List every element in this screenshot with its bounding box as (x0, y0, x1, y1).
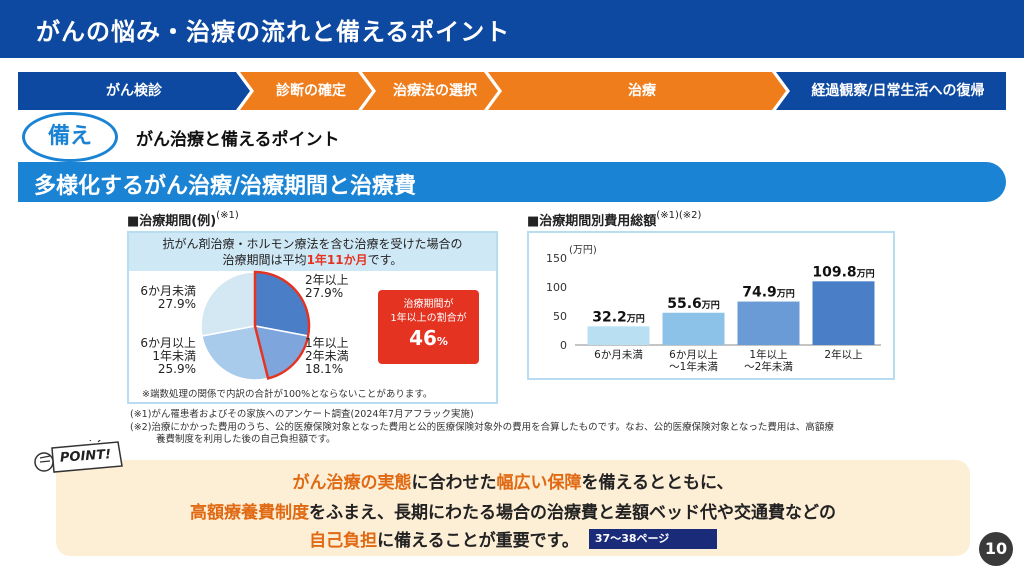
bar-value-label-0: 32.2万円 (592, 309, 645, 325)
section-title: 多様化するがん治療/治療期間と治療費 (34, 174, 417, 199)
period-line2-pre: 治療期間は平均 (222, 253, 307, 267)
page-reference-link[interactable]: 37〜38ページ (588, 529, 717, 549)
cost-box: (万円) 0 50 100 150 32.2万円 6か月未満 55.6万円 6か月以上 〜1年未満… (527, 231, 895, 380)
pie-label-1y-2y-line1: 1年以上 (305, 336, 349, 350)
flow-step-5-shape (776, 72, 1006, 110)
pie-label-6m-1y-line1: 6か月以上 (140, 336, 196, 350)
pie-label-6m-1y-line2: 1年未満 (152, 349, 196, 363)
bar-y-tick-0: 0 (560, 339, 567, 352)
pie-label-under-6m: 6か月未満 27.9% (130, 285, 196, 311)
flow-step-2-shape (240, 72, 372, 110)
bar-category-1-0: 6か月以上 (669, 349, 718, 361)
pie-slice-2 (201, 325, 270, 381)
point-line-3: 自己負担に備えることが重要です。 37〜38ページ (56, 526, 970, 551)
sonae-badge: 備え (22, 112, 118, 162)
pie-label-2y: 2年以上 27.9% (305, 274, 349, 300)
process-flow-arrows (18, 72, 1006, 110)
bar-value-label-2: 74.9万円 (742, 285, 795, 301)
period-box: 抗がん剤治療・ホルモン療法を含む治療を受けた場合の 治療期間は平均1年11か月で… (127, 231, 498, 404)
point-box: がん治療の実態に合わせた幅広い保障を備えるとともに、 高額療養費制度をふまえ、長… (56, 460, 970, 556)
section-bar: 多様化するがん治療/治療期間と治療費 (18, 162, 1006, 202)
pie-label-6m-1y-line3: 25.9% (157, 362, 196, 376)
pie-highlight-outline (253, 270, 311, 380)
period-box-header: 抗がん剤治療・ホルモン療法を含む治療を受けた場合の 治療期間は平均1年11か月で… (129, 233, 496, 271)
callout-value-unit: % (436, 335, 448, 348)
pie-label-1y-2y: 1年以上 2年未満 18.1% (305, 337, 349, 376)
bar-3 (812, 281, 875, 345)
pie-label-6m-1y: 6か月以上 1年未満 25.9% (130, 337, 196, 376)
bar-category-3-0: 2年以上 (824, 348, 862, 361)
bar-1 (662, 312, 725, 345)
pie-rounding-note: ※端数処理の関係で内訳の合計が100%とならないことがあります。 (142, 389, 433, 400)
period-pie-chart (200, 270, 311, 381)
point-text-2a: をふまえ、長期にわたる場合の治療費と差額ベッド代や交通費などの (309, 503, 836, 523)
flow-step-4-shape (488, 72, 786, 110)
point-badge: POINT! (30, 440, 124, 476)
bar-value-label-3: 109.8万円 (812, 264, 874, 280)
pie-label-2y-line1: 2年以上 (305, 273, 349, 287)
period-heading: ■治療期間(例)(※1) (127, 210, 239, 229)
point-em-coverage: 幅広い保障 (496, 473, 582, 493)
pie-label-1y-2y-line2: 2年未満 (305, 349, 349, 363)
page-number: 10 (979, 532, 1013, 566)
point-text-1a: に合わせた (411, 473, 497, 493)
hand-icon-finger (39, 455, 51, 463)
bar-y-tick-3: 150 (546, 252, 567, 265)
point-text-1b: を備えるとともに、 (581, 473, 734, 493)
bar-y-unit: (万円) (569, 245, 597, 256)
pie-label-2y-line2: 27.9% (305, 286, 344, 300)
flow-step-follow-up: 経過観察/日常生活への復帰 (811, 83, 985, 99)
point-text-3a: に備えることが重要です。 (377, 531, 579, 551)
bar-category-2-0: 1年以上 (749, 348, 787, 361)
callout-line2: 1年以上の割合が (390, 313, 467, 324)
sonae-title: がん治療と備えるポイント (136, 130, 340, 150)
pie-slice-3 (200, 271, 256, 337)
period-average-highlight: 1年11か月 (306, 253, 368, 267)
pie-label-under-6m-line2: 27.9% (157, 297, 196, 311)
footnote-2-line1: (※2)治療にかかった費用のうち、公的医療保険対象となった費用と公的医療保険対象… (130, 422, 834, 433)
cost-heading: ■治療期間別費用総額(※1)(※2) (527, 210, 701, 229)
callout-line1: 治療期間が (403, 299, 454, 310)
point-line-1: がん治療の実態に合わせた幅広い保障を備えるとともに、 (56, 468, 970, 493)
period-box-line1: 抗がん剤治療・ホルモン療法を含む治療を受けた場合の (162, 237, 463, 251)
callout-value-number: 46 (409, 326, 437, 350)
point-em-high-cost: 高額療養費制度 (190, 503, 309, 523)
sparkle-icon (89, 440, 101, 443)
cost-heading-text: ■治療期間別費用総額 (527, 214, 657, 229)
page-title: がんの悩み・治療の流れと備えるポイント (36, 18, 511, 46)
cost-heading-note: (※1)(※2) (656, 210, 702, 221)
bar-value-label-1: 55.6万円 (667, 296, 720, 312)
flow-step-screening: がん検診 (106, 83, 162, 99)
callout-value: 46% (378, 326, 479, 354)
flow-step-diagnosis: 診断の確定 (276, 83, 346, 99)
bar-category-1-1: 〜1年未満 (669, 360, 718, 373)
bar-2 (737, 301, 800, 345)
pie-slice-0 (254, 271, 310, 337)
pie-label-1y-2y-line3: 18.1% (305, 362, 344, 376)
period-heading-text: ■治療期間(例) (127, 214, 217, 229)
cost-bar-chart: (万円) 0 50 100 150 32.2万円 6か月未満 55.6万円 6か月以上〜1年未満… (546, 245, 881, 373)
flow-step-3-shape (362, 72, 498, 110)
title-bar: がんの悩み・治療の流れと備えるポイント (0, 0, 1024, 58)
long-treatment-callout: 治療期間が 1年以上の割合が 46% (378, 290, 479, 364)
point-line-2: 高額療養費制度をふまえ、長期にわたる場合の治療費と差額ベッド代や交通費などの (56, 498, 970, 523)
period-box-line2: 治療期間は平均1年11か月です。 (129, 252, 496, 268)
flow-step-treatment-choice: 治療法の選択 (393, 83, 477, 99)
bar-y-tick-1: 50 (553, 310, 567, 323)
flow-step-treatment: 治療 (628, 83, 656, 99)
point-em-self-pay: 自己負担 (309, 531, 378, 551)
bar-y-tick-2: 100 (546, 281, 567, 294)
point-em-actual: がん治療の実態 (292, 473, 412, 493)
period-heading-note: (※1) (216, 210, 239, 221)
footnote-1: (※1)がん罹患者およびその家族へのアンケート調査(2024年7月アフラック実施… (130, 409, 474, 420)
bar-category-0-0: 6か月未満 (594, 349, 643, 361)
bar-0 (587, 326, 650, 345)
footnote-2-line2: 養費制度を利用した後の自己負担額です。 (156, 434, 336, 445)
period-line2-post: です。 (367, 253, 403, 267)
pie-label-under-6m-line1: 6か月未満 (140, 284, 196, 298)
point-badge-shape (34, 440, 123, 473)
flow-step-1-shape (18, 72, 250, 110)
bar-category-2-1: 〜2年未満 (744, 360, 793, 373)
process-flow: がん検診 診断の確定 治療法の選択 治療 経過観察/日常生活への復帰 (18, 72, 1006, 110)
